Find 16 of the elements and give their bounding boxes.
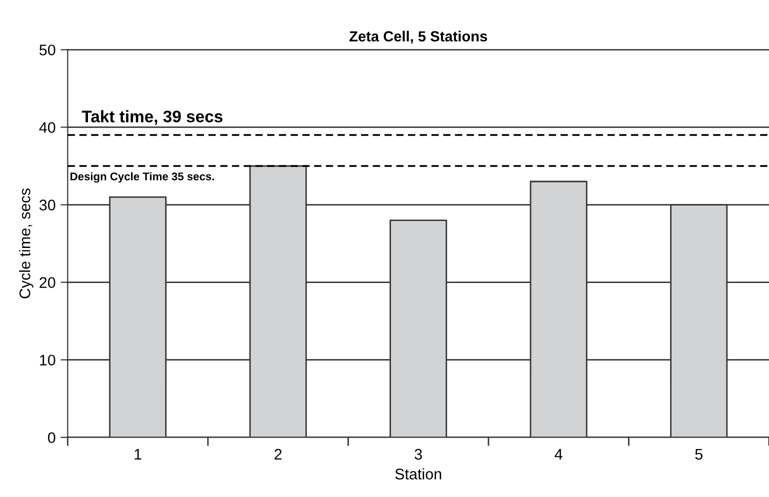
x-tick-label: 5 [695,449,702,460]
y-tick-label: 50 [39,44,56,56]
y-tick-label: 40 [39,122,56,133]
ref-line-label: Takt time, 39 secs [82,110,222,125]
x-axis-title: Station [395,468,442,480]
x-tick-label: 1 [134,449,142,460]
x-tick-label: 3 [414,448,422,460]
x-tick-label: 2 [274,448,282,460]
y-tick-label: 30 [39,200,56,210]
y-tick-label: 20 [40,277,56,288]
chart-title: Zeta Cell, 5 Stations [349,30,488,44]
ref-line-label: Design Cycle Time 35 secs. [70,172,214,183]
x-tick-label: 4 [554,449,562,460]
y-tick-label: 10 [40,354,56,366]
y-tick-label: 0 [48,432,56,444]
y-axis-title: Cycle time, secs [19,188,34,298]
